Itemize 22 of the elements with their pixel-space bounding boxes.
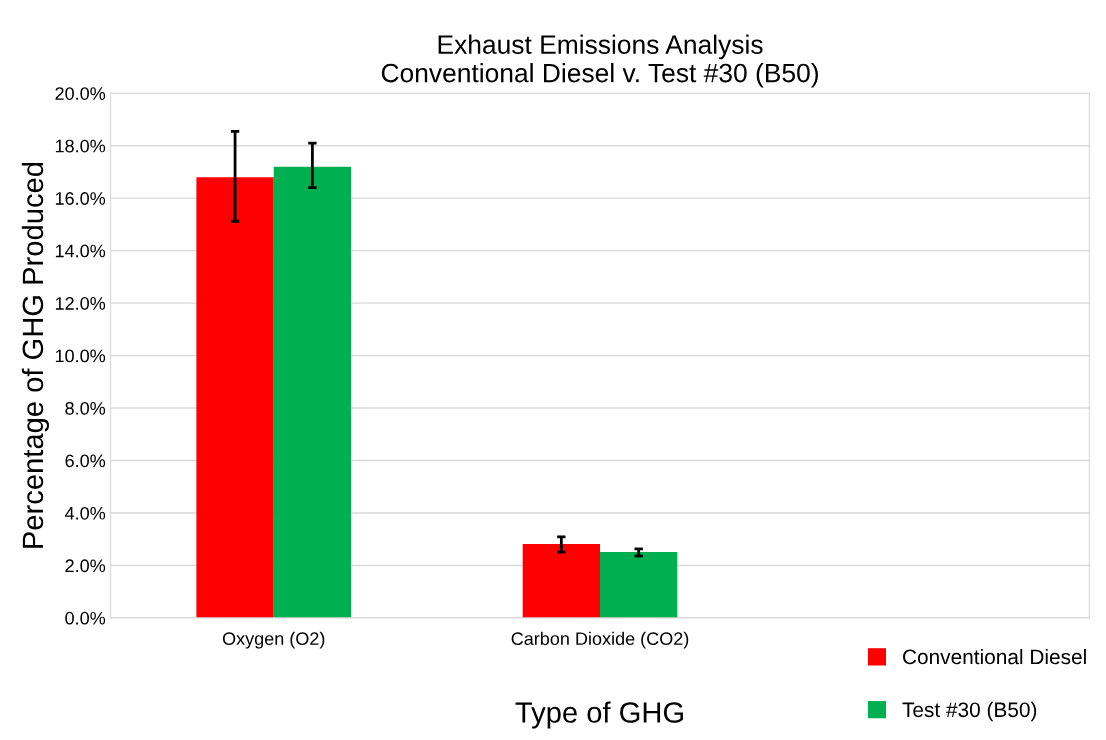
y-tick-label: 20.0% — [55, 87, 106, 100]
y-tick-label: 8.0% — [65, 401, 106, 415]
y-tick-label: 16.0% — [55, 192, 106, 205]
y-tick-label: 4.0% — [65, 506, 106, 520]
bar — [273, 166, 352, 618]
y-tick-label: 18.0% — [55, 139, 106, 153]
chart-title: Exhaust Emissions Analysis Conventional Diesel v. Test #30 (B50) — [381, 34, 818, 88]
y-axis-title: Percentage of GHG Produced — [21, 162, 49, 548]
x-axis-title: Type of GHG — [515, 701, 683, 729]
legend-label: Test #30 (B50) — [902, 701, 1037, 722]
bar — [196, 177, 274, 618]
legend-label: Conventional Diesel — [903, 648, 1086, 665]
x-tick-label: Oxygen (O2) — [222, 631, 325, 649]
x-tick-label: Carbon Dioxide (CO2) — [511, 631, 689, 649]
y-tick-label: 2.0% — [65, 559, 106, 573]
bar — [522, 543, 600, 618]
y-tick-label: 0.0% — [65, 611, 106, 625]
y-tick-label: 6.0% — [65, 454, 106, 468]
bar — [600, 552, 678, 618]
y-tick-label: 10.0% — [55, 349, 106, 363]
y-tick-label: 12.0% — [55, 297, 106, 310]
y-tick-label: 14.0% — [55, 244, 106, 258]
